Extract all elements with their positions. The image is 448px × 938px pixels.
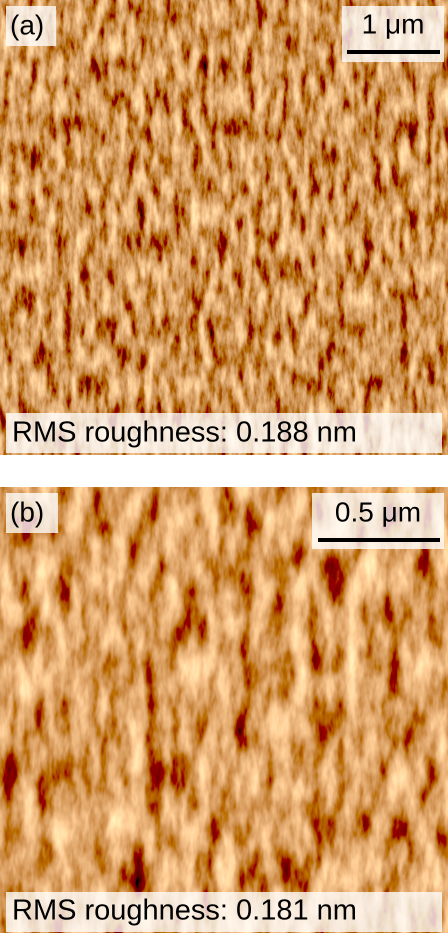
- figure: (a) 1 μm RMS roughness: 0.188 nm (b) 0.5…: [0, 0, 448, 933]
- afm-texture: [0, 0, 448, 455]
- page: (a) 1 μm RMS roughness: 0.188 nm (b) 0.5…: [0, 0, 448, 933]
- panel-label: (a): [10, 9, 44, 40]
- afm-texture: [0, 487, 448, 933]
- roughness-label: RMS roughness: 0.181 nm: [12, 895, 357, 927]
- panel-a: (a) 1 μm RMS roughness: 0.188 nm: [0, 0, 448, 455]
- roughness-label: RMS roughness: 0.188 nm: [12, 417, 357, 449]
- panel-label: (b): [10, 496, 44, 527]
- panel-b: (b) 0.5 μm RMS roughness: 0.181 nm: [0, 487, 448, 933]
- scale-bar-label: 0.5 μm: [335, 496, 421, 527]
- scale-bar-label: 1 μm: [362, 8, 425, 39]
